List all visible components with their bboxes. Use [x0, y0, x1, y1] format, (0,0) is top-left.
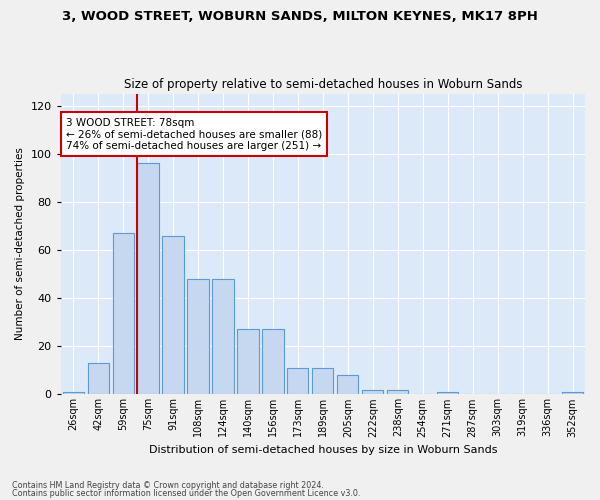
Text: Contains HM Land Registry data © Crown copyright and database right 2024.: Contains HM Land Registry data © Crown c… [12, 481, 324, 490]
Bar [187, 279, 209, 394]
Text: Contains public sector information licensed under the Open Government Licence v3: Contains public sector information licen… [12, 488, 361, 498]
Bar [163, 236, 184, 394]
Bar [437, 392, 458, 394]
Bar [362, 390, 383, 394]
Title: Size of property relative to semi-detached houses in Woburn Sands: Size of property relative to semi-detach… [124, 78, 522, 91]
Bar [212, 279, 233, 394]
Bar [562, 392, 583, 394]
Bar [113, 233, 134, 394]
Bar [62, 392, 84, 394]
Bar [337, 375, 358, 394]
X-axis label: Distribution of semi-detached houses by size in Woburn Sands: Distribution of semi-detached houses by … [149, 445, 497, 455]
Bar [238, 330, 259, 394]
Bar [88, 363, 109, 394]
Bar [137, 164, 159, 394]
Bar [287, 368, 308, 394]
Text: 3, WOOD STREET, WOBURN SANDS, MILTON KEYNES, MK17 8PH: 3, WOOD STREET, WOBURN SANDS, MILTON KEY… [62, 10, 538, 23]
Y-axis label: Number of semi-detached properties: Number of semi-detached properties [15, 148, 25, 340]
Bar [387, 390, 409, 394]
Bar [312, 368, 334, 394]
Bar [262, 330, 284, 394]
Text: 3 WOOD STREET: 78sqm
← 26% of semi-detached houses are smaller (88)
74% of semi-: 3 WOOD STREET: 78sqm ← 26% of semi-detac… [66, 118, 322, 151]
